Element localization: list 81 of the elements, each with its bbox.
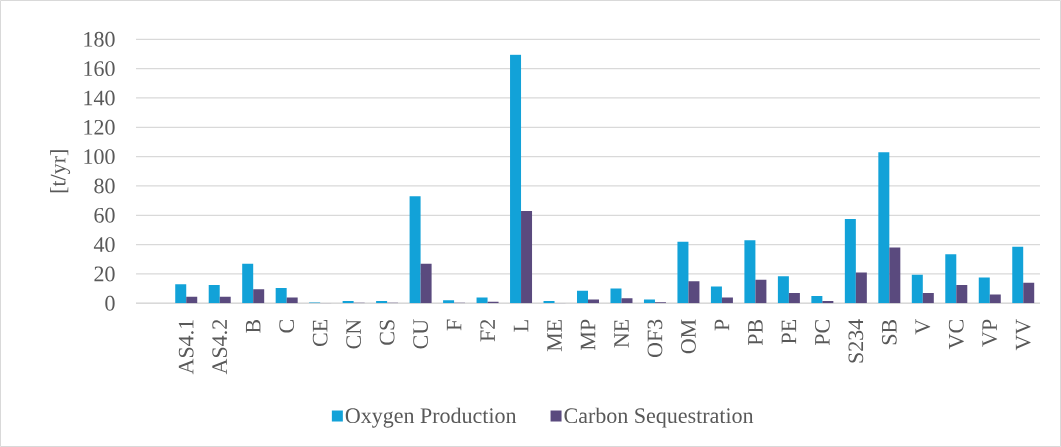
x-tick-label: F	[446, 319, 462, 331]
bar	[811, 295, 823, 304]
bar	[945, 254, 957, 304]
y-tick-label: 80	[94, 178, 115, 194]
x-tick-label: PC	[814, 320, 830, 346]
bar	[476, 297, 488, 304]
bar	[275, 287, 287, 304]
bar	[989, 294, 1001, 304]
bar	[286, 297, 298, 304]
bar	[956, 284, 968, 304]
bar	[208, 284, 220, 304]
x-tick-label: AS4.1	[178, 320, 194, 375]
bar	[710, 286, 722, 304]
bar	[744, 240, 756, 304]
legend-label: Oxygen Production	[345, 407, 517, 428]
bar	[242, 263, 254, 304]
x-tick-label: NE	[614, 319, 629, 348]
x-tick-label: CS	[379, 320, 395, 345]
x-tick-label: MP	[580, 319, 596, 350]
bar	[788, 293, 800, 304]
x-tick-label: V	[915, 319, 931, 335]
bar	[610, 288, 622, 304]
bar	[1012, 246, 1024, 304]
bar	[688, 281, 700, 304]
x-tick-label: SB	[881, 319, 897, 345]
x-tick-label: P	[714, 319, 730, 331]
bar	[677, 241, 689, 304]
y-tick-label: 120	[84, 119, 115, 135]
x-tick-label: S234	[848, 319, 864, 363]
bar	[577, 290, 588, 304]
bar	[443, 300, 455, 304]
bar	[376, 301, 388, 304]
y-tick-label: 60	[94, 207, 115, 223]
y-tick-label: 40	[93, 237, 115, 253]
bar	[409, 196, 421, 304]
bar	[889, 247, 901, 304]
bar	[253, 289, 265, 304]
x-tick-label: AS4.2	[212, 320, 228, 375]
bar	[721, 297, 733, 304]
x-tick-label: VV	[1015, 319, 1031, 351]
bar	[219, 296, 231, 304]
bar	[510, 54, 522, 304]
bar	[911, 274, 923, 304]
bar	[978, 277, 990, 304]
bar	[186, 296, 198, 304]
x-tick-label: OM	[681, 319, 696, 354]
y-tick-label: 20	[94, 266, 115, 282]
bar	[342, 301, 354, 304]
bar	[521, 210, 533, 304]
bar	[855, 272, 867, 304]
y-tick-label: 140	[84, 90, 115, 106]
bar	[175, 284, 187, 304]
x-tick-label: CU	[413, 319, 428, 349]
legend-label: Carbon Sequestration	[564, 407, 754, 428]
bar	[420, 263, 432, 304]
x-tick-label: F2	[480, 320, 495, 342]
x-tick-label: PB	[748, 319, 763, 346]
x-tick-label: VC	[948, 320, 964, 350]
x-tick-label: ME	[547, 319, 562, 352]
x-tick-label: B	[245, 319, 261, 333]
bar	[878, 152, 890, 304]
x-tick-label: OF3	[647, 319, 663, 358]
x-tick-label: L	[513, 320, 529, 332]
y-tick-label: 0	[105, 295, 115, 311]
x-tick-label: VP	[982, 319, 998, 347]
bar	[543, 301, 555, 304]
bar	[621, 298, 633, 304]
y-axis-title: [t/yr]	[50, 150, 71, 193]
bar	[1023, 282, 1035, 304]
bar	[844, 218, 856, 304]
bar	[755, 279, 767, 304]
x-tick-label: C	[279, 320, 295, 333]
y-tick-label: 160	[84, 61, 115, 77]
bar	[922, 293, 934, 304]
y-tick-label: 180	[84, 31, 115, 47]
x-tick-label: PE	[781, 319, 797, 344]
bar	[777, 276, 789, 304]
y-tick-label: 100	[84, 149, 115, 165]
x-tick-label: CE	[312, 319, 328, 347]
bar	[822, 301, 834, 304]
x-tick-label: CN	[346, 319, 362, 349]
